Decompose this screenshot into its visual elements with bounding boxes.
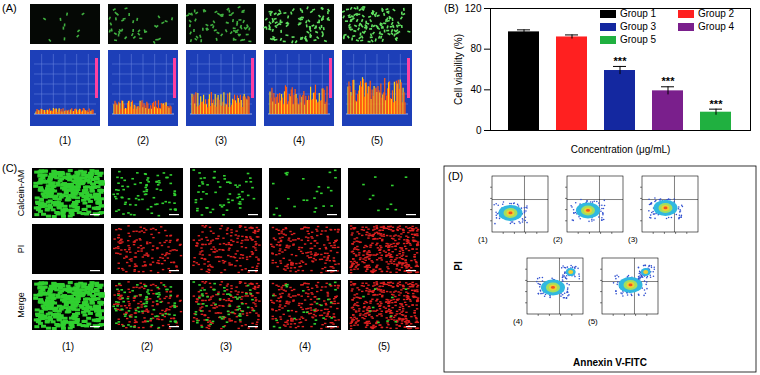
svg-text:Cell viability (%): Cell viability (%) bbox=[453, 34, 464, 105]
svg-text:(B): (B) bbox=[444, 2, 459, 14]
svg-text:***: *** bbox=[662, 75, 676, 87]
svg-text:(2): (2) bbox=[141, 341, 153, 352]
svg-text:(C): (C) bbox=[2, 162, 17, 174]
svg-text:(1): (1) bbox=[62, 341, 74, 352]
svg-text:PI: PI bbox=[453, 261, 464, 271]
html-text:Group 3: Group 3 bbox=[620, 21, 657, 32]
svg-text:(2): (2) bbox=[553, 235, 563, 244]
svg-text:PI: PI bbox=[16, 245, 26, 254]
svg-text:(4): (4) bbox=[513, 317, 523, 326]
html-text:Group 2: Group 2 bbox=[698, 8, 735, 19]
svg-text:(1): (1) bbox=[478, 235, 488, 244]
svg-text:(3): (3) bbox=[628, 235, 638, 244]
svg-text:40: 40 bbox=[470, 84, 482, 95]
html-text:Group 5: Group 5 bbox=[620, 34, 657, 45]
svg-text:(5): (5) bbox=[588, 317, 598, 326]
svg-text:Calcein-AM: Calcein-AM bbox=[16, 170, 26, 217]
svg-text:80: 80 bbox=[470, 43, 482, 54]
html-text:Group 4: Group 4 bbox=[698, 21, 735, 32]
svg-text:(4): (4) bbox=[299, 341, 311, 352]
html-text:Group 1: Group 1 bbox=[620, 8, 657, 19]
svg-text:(2): (2) bbox=[137, 135, 149, 146]
svg-text:(3): (3) bbox=[215, 135, 227, 146]
svg-text:Merge: Merge bbox=[16, 292, 26, 318]
svg-text:(5): (5) bbox=[371, 135, 383, 146]
svg-text:Annexin V-FITC: Annexin V-FITC bbox=[573, 357, 647, 368]
svg-text:***: *** bbox=[614, 55, 628, 67]
svg-text:(D): (D) bbox=[448, 170, 463, 182]
svg-text:***: *** bbox=[710, 98, 724, 110]
svg-text:(4): (4) bbox=[293, 135, 305, 146]
svg-text:120: 120 bbox=[465, 3, 482, 14]
svg-text:(1): (1) bbox=[59, 135, 71, 146]
svg-text:(A): (A) bbox=[2, 2, 17, 14]
svg-text:0: 0 bbox=[476, 125, 482, 136]
svg-text:Concentration (μg/mL): Concentration (μg/mL) bbox=[571, 144, 671, 155]
svg-text:(3): (3) bbox=[220, 341, 232, 352]
svg-text:(5): (5) bbox=[378, 341, 390, 352]
